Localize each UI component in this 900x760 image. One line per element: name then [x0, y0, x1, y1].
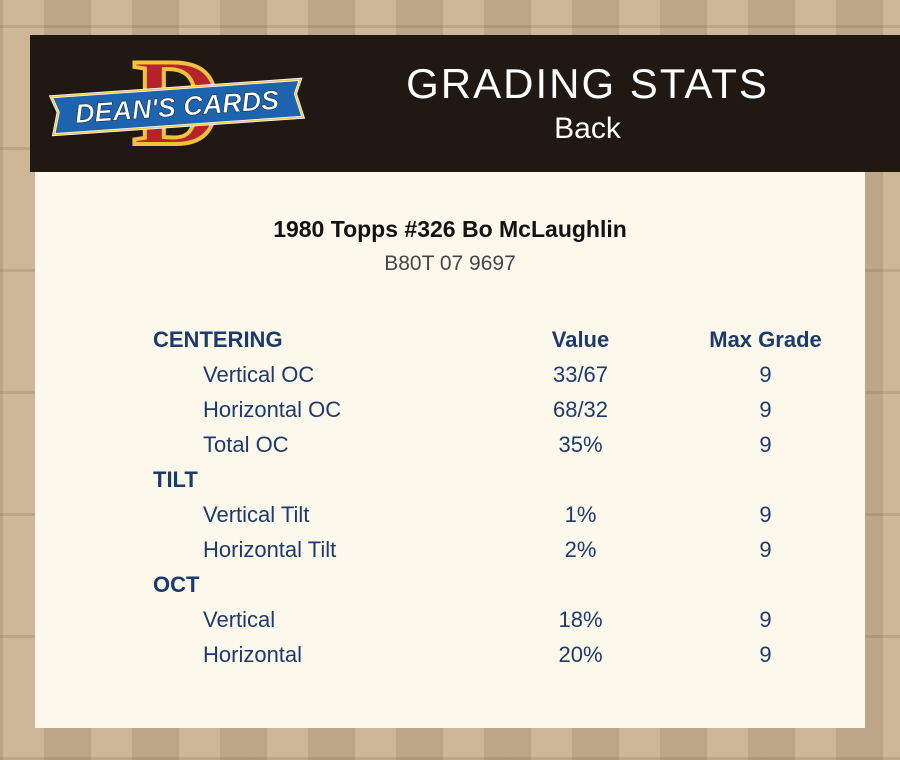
table-row: Horizontal Tilt 2% 9 — [153, 532, 865, 567]
row-value: 2% — [564, 536, 597, 562]
row-value: 18% — [558, 606, 603, 632]
row-max-grade: 9 — [759, 536, 772, 562]
row-label: Vertical — [203, 606, 276, 632]
section-label: OCT — [153, 571, 200, 597]
logo-ribbon: DEAN'S CARDS — [48, 77, 305, 136]
deans-cards-logo-art: D DEAN'S CARDS — [48, 42, 305, 166]
deans-cards-logo: D DEAN'S CARDS — [44, 40, 309, 168]
table-row: Horizontal OC 68/32 9 — [153, 392, 865, 427]
row-label: Horizontal OC — [203, 396, 342, 422]
header-titles: GRADING STATS Back — [309, 59, 900, 149]
row-max-grade: 9 — [759, 431, 772, 457]
row-max-grade: 9 — [759, 641, 772, 667]
row-label: Vertical Tilt — [203, 501, 310, 527]
column-header-max-grade: Max Grade — [709, 326, 822, 352]
content-panel: 1980 Topps #326 Bo McLaughlin B80T 07 96… — [35, 172, 865, 728]
row-label: Horizontal Tilt — [203, 536, 337, 562]
row-max-grade: 9 — [759, 396, 772, 422]
row-value: 1% — [564, 501, 597, 527]
header-bar: D DEAN'S CARDS GRADING STATS Back — [30, 35, 900, 172]
row-label: Horizontal — [203, 641, 303, 667]
table-row: Vertical Tilt 1% 9 — [153, 497, 865, 532]
table-section-row: TILT — [153, 462, 865, 497]
column-header-value: Value — [551, 326, 610, 352]
row-value: 35% — [558, 431, 603, 457]
row-max-grade: 9 — [759, 361, 772, 387]
table-section-row: OCT — [153, 567, 865, 602]
column-header-centering: CENTERING — [153, 326, 283, 352]
table-row: Vertical 18% 9 — [153, 602, 865, 637]
row-label: Vertical OC — [203, 361, 315, 387]
section-label: TILT — [153, 466, 198, 492]
row-value: 68/32 — [552, 396, 609, 422]
card-title: 1980 Topps #326 Bo McLaughlin — [273, 216, 627, 242]
row-value: 20% — [558, 641, 603, 667]
row-max-grade: 9 — [759, 606, 772, 632]
table-row: Total OC 35% 9 — [153, 427, 865, 462]
page-title: GRADING STATS — [406, 59, 769, 107]
table-row: Horizontal 20% 9 — [153, 637, 865, 672]
row-label: Total OC — [203, 431, 289, 457]
row-value: 33/67 — [552, 361, 609, 387]
page-subtitle: Back — [554, 111, 621, 145]
table-header-row: CENTERING Value Max Grade — [153, 322, 865, 357]
card-code: B80T 07 9697 — [384, 252, 516, 275]
row-max-grade: 9 — [759, 501, 772, 527]
table-row: Vertical OC 33/67 9 — [153, 357, 865, 392]
grading-stats-table: CENTERING Value Max Grade Vertical OC 33… — [153, 322, 865, 672]
